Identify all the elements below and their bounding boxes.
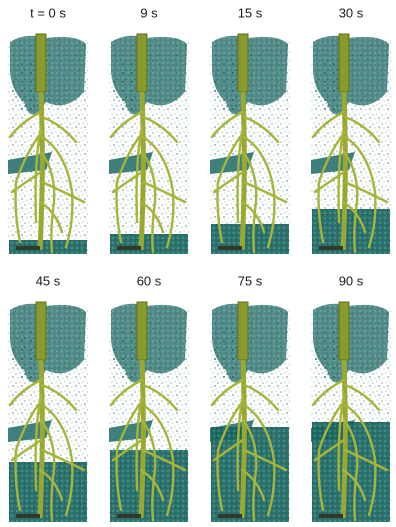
- panel-label: 9 s: [140, 5, 158, 20]
- stem: [137, 302, 147, 360]
- base-plate: [117, 246, 141, 250]
- stem: [36, 302, 46, 360]
- bottom-water: [9, 462, 87, 522]
- stem: [137, 34, 147, 92]
- panel-image: [311, 302, 391, 522]
- stem: [339, 302, 349, 360]
- figure: t = 0 s 9 s 15 s 30 s 45 s 60 s 75 s 90 s: [0, 0, 396, 527]
- stem: [339, 34, 349, 92]
- base-plate: [16, 246, 40, 250]
- bottom-water: [110, 234, 188, 254]
- panel-label: 15 s: [238, 5, 263, 20]
- panel-image: [210, 302, 290, 522]
- panel-image: [109, 34, 189, 254]
- panel-image: [109, 302, 189, 522]
- panel-label: t = 0 s: [30, 5, 66, 20]
- panel-label: 90 s: [339, 273, 364, 288]
- stem: [36, 34, 46, 92]
- panel-label: 30 s: [339, 5, 364, 20]
- panel-label: 45 s: [36, 273, 61, 288]
- base-plate: [218, 514, 242, 518]
- panel-label: 60 s: [137, 273, 162, 288]
- base-plate: [319, 246, 343, 250]
- bottom-water: [110, 450, 188, 522]
- panel-image: [210, 34, 290, 254]
- base-plate: [16, 514, 40, 518]
- base-plate: [319, 514, 343, 518]
- panel-image: [8, 302, 88, 522]
- panel-image: [8, 34, 88, 254]
- stem: [238, 34, 248, 92]
- base-plate: [218, 246, 242, 250]
- panel-image: [311, 34, 391, 254]
- stem: [238, 302, 248, 360]
- panel-label: 75 s: [238, 273, 263, 288]
- base-plate: [117, 514, 141, 518]
